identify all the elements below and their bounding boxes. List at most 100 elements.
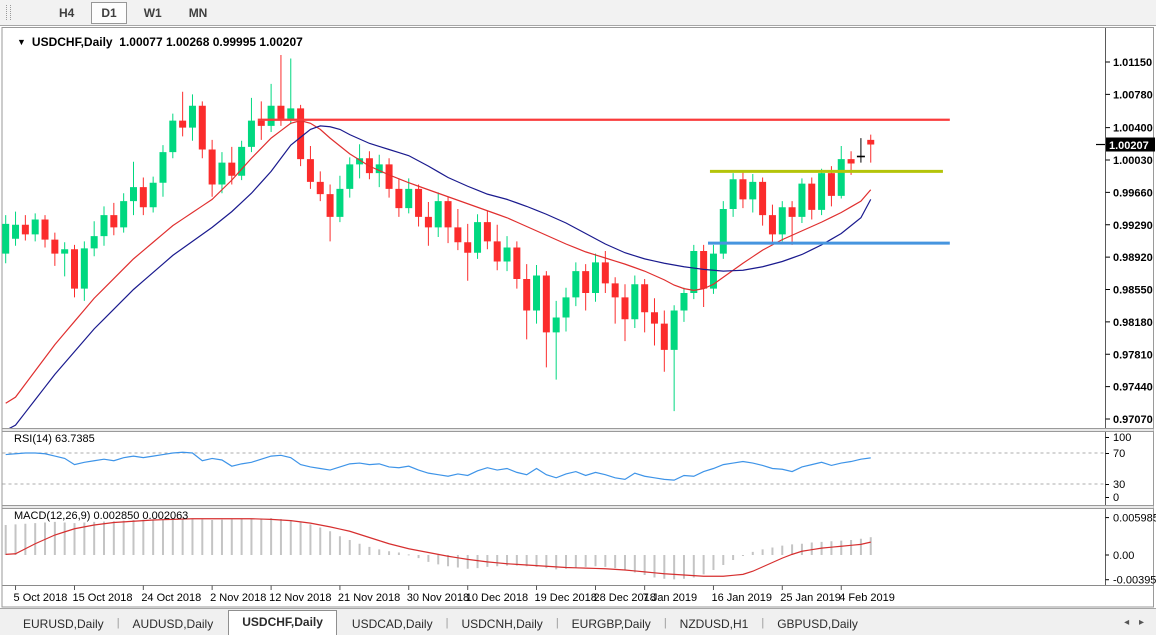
candlestick: [41, 219, 49, 240]
macd-histogram-bar: [741, 555, 744, 556]
timeframe-button-h4[interactable]: H4: [59, 5, 75, 20]
macd-histogram-bar: [555, 555, 558, 570]
date-axis-label: 7 Jan 2019: [643, 592, 697, 604]
candlestick: [690, 251, 698, 293]
candlestick: [188, 105, 196, 128]
candlestick: [719, 209, 727, 254]
macd-axis-label: 0.005985: [1113, 513, 1156, 525]
tab-audusd[interactable]: AUDUSD,Daily: [132, 617, 214, 631]
tab-scroll-arrows: ◂ ▸: [1117, 617, 1144, 628]
tab-gbpusd[interactable]: GBPUSD,Daily: [777, 617, 858, 631]
date-axis-label: 24 Oct 2018: [141, 592, 201, 604]
tab-eurgbp[interactable]: EURGBP,Daily: [571, 617, 651, 631]
chart-dropdown-icon[interactable]: ▼: [17, 37, 26, 47]
macd-histogram-bar: [732, 555, 735, 560]
macd-histogram-bar: [466, 555, 469, 569]
tab-separator: |: [445, 616, 449, 629]
candlestick: [346, 164, 354, 189]
candlestick: [356, 158, 364, 165]
macd-histogram-bar: [456, 555, 459, 568]
macd-histogram-bar: [220, 519, 223, 555]
tab-eurusd[interactable]: EURUSD,Daily: [23, 617, 104, 631]
macd-histogram-bar: [584, 555, 587, 567]
candlestick: [90, 236, 98, 249]
date-axis-label: 16 Jan 2019: [711, 592, 772, 604]
macd-histogram-bar: [869, 537, 872, 555]
tab-separator: |: [116, 616, 120, 629]
candlestick: [680, 293, 688, 311]
candlestick: [31, 219, 39, 235]
macd-histogram-bar: [112, 521, 115, 555]
candlestick: [277, 105, 285, 119]
ma-fast-line: [5, 120, 872, 404]
timeframe-button-w1[interactable]: W1: [143, 5, 162, 20]
candlestick: [650, 312, 658, 324]
date-axis-label: 15 Oct 2018: [73, 592, 133, 604]
candlestick: [749, 181, 757, 200]
macd-values: 0.002850 0.002063: [93, 510, 189, 522]
macd-histogram-bar: [240, 519, 243, 555]
timeframe-button-d1[interactable]: D1: [91, 1, 127, 24]
tab-usdchf[interactable]: USDCHF,Daily: [228, 610, 337, 635]
tab-scroll-right-icon[interactable]: ▸: [1138, 616, 1144, 628]
macd-histogram-bar: [673, 555, 676, 580]
macd-axis-label: 0.00: [1113, 550, 1134, 562]
macd-indicator-label: MACD(12,26,9) 0.002850 0.002063: [14, 510, 188, 522]
candlestick: [316, 181, 324, 195]
macd-histogram-bar: [230, 519, 233, 555]
macd-histogram-bar: [103, 521, 105, 555]
candlestick: [631, 284, 639, 320]
candlestick: [592, 262, 599, 293]
macd-histogram-bar: [771, 547, 774, 555]
tab-usdcnh[interactable]: USDCNH,Daily: [461, 617, 543, 631]
macd-histogram-bar: [565, 555, 568, 569]
tab-nzdusd[interactable]: NZDUSD,H1: [679, 617, 749, 631]
candlestick: [503, 247, 511, 262]
candlestick: [464, 242, 472, 253]
macd-histogram-bar: [427, 555, 430, 562]
candlestick: [326, 194, 334, 217]
candlestick: [867, 139, 875, 145]
timeframe-button-mn[interactable]: MN: [188, 5, 208, 20]
macd-histogram-bar: [171, 519, 174, 555]
candlestick: [474, 222, 482, 253]
tab-scroll-left-icon[interactable]: ◂: [1124, 616, 1130, 628]
candlestick: [247, 120, 255, 147]
candlestick: [21, 224, 29, 235]
timeframe-toolbar: H4 D1 W1 MN: [0, 0, 1156, 26]
candlestick: [729, 179, 737, 209]
candlestick: [572, 271, 580, 298]
rsi-panel: [2, 451, 1105, 485]
macd-histogram-bar: [299, 521, 302, 555]
candlestick: [768, 215, 776, 235]
macd-histogram-bar: [358, 543, 361, 555]
macd-name: MACD(12,26,9): [14, 510, 91, 522]
price-axis-label: 1.00030: [1113, 155, 1153, 167]
date-axis-label: 30 Nov 2018: [407, 592, 469, 604]
candlestick: [257, 120, 265, 126]
macd-histogram-bar: [378, 549, 381, 555]
price-axis-label: 1.00780: [1113, 89, 1153, 101]
candlestick: [788, 207, 796, 217]
tab-usdcad[interactable]: USDCAD,Daily: [351, 617, 433, 631]
macd-histogram-bar: [132, 520, 135, 555]
macd-histogram-bar: [4, 525, 7, 555]
macd-histogram-bar: [712, 555, 715, 570]
price-axis-label: 0.98550: [1113, 285, 1153, 297]
macd-histogram-bar: [810, 542, 813, 555]
candlestick: [198, 105, 206, 150]
price-axis-label: 0.98920: [1113, 252, 1153, 264]
macd-panel: [4, 518, 872, 580]
price-axis-label: 0.99660: [1113, 187, 1153, 199]
date-axis-label: 2 Nov 2018: [210, 592, 266, 604]
candlestick: [601, 262, 609, 284]
chart-window-border: [1, 27, 1154, 608]
candlestick: [493, 241, 501, 262]
candlestick: [71, 249, 79, 289]
candlestick: [375, 164, 383, 174]
toolbar-grip-icon[interactable]: [6, 5, 11, 20]
date-axis-label: 25 Jan 2019: [780, 592, 841, 604]
date-axis-label: 5 Oct 2018: [14, 592, 68, 604]
